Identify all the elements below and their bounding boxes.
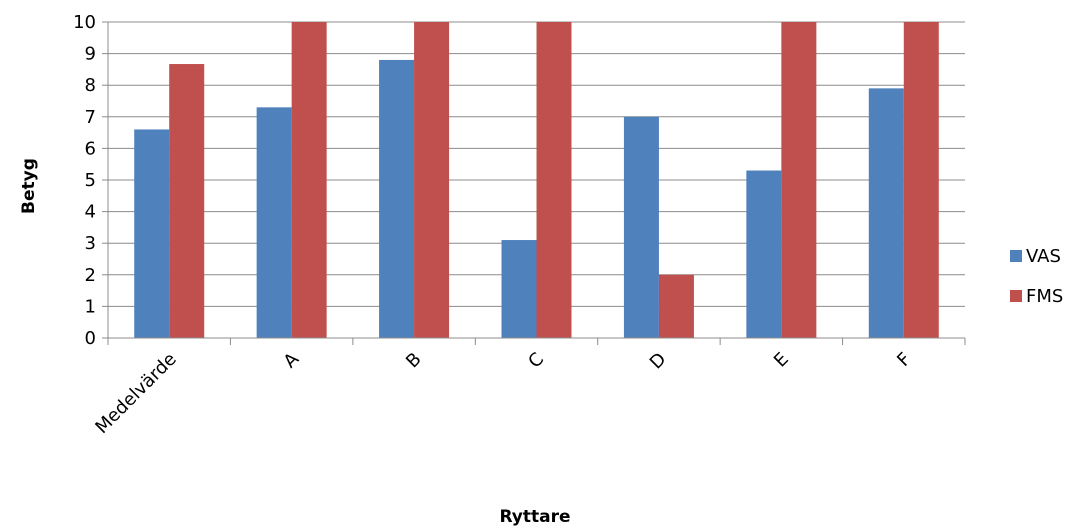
y-tick-label: 9 [85, 44, 96, 65]
x-tick-label: A [280, 348, 304, 372]
x-tick-label: C [524, 349, 548, 373]
y-tick-label: 5 [85, 170, 96, 191]
bar-fms-medelvärde [169, 64, 205, 338]
x-tick-label: F [893, 349, 915, 371]
bar-vas-b [379, 59, 415, 339]
y-tick-label: 2 [85, 265, 96, 286]
y-tick-label: 4 [85, 202, 96, 223]
x-tick-labels: Medelvärde A B C D E F [91, 348, 915, 438]
bar-fms-b [414, 22, 450, 338]
y-tick-label: 1 [85, 296, 96, 317]
bar-vas-e [746, 170, 782, 338]
y-tick-label: 10 [73, 12, 96, 33]
bar-vas-d [623, 116, 659, 338]
y-tick-label: 7 [85, 107, 96, 128]
x-tick-label: D [646, 349, 671, 374]
bar-vas-medelvärde [134, 129, 170, 338]
y-tick-labels: 0 1 2 3 4 5 6 7 8 9 10 [73, 12, 96, 349]
y-tick-label: 0 [85, 328, 96, 349]
legend-label-vas: VAS [1026, 246, 1061, 267]
y-tick-label: 8 [85, 75, 96, 96]
y-tick-label: 3 [85, 233, 96, 254]
bar-fms-f [903, 22, 939, 338]
bar-fms-c [536, 22, 572, 338]
bar-fms-e [781, 22, 817, 338]
bar-vas-c [501, 240, 537, 338]
axes [102, 21, 966, 345]
legend-swatch-fms [1010, 290, 1022, 302]
legend-swatch-vas [1010, 250, 1022, 262]
x-axis-title: Ryttare [499, 507, 570, 527]
bar-fms-d [658, 274, 694, 338]
x-tick-label: E [770, 349, 793, 372]
x-tick-label: Medelvärde [91, 349, 180, 438]
x-tick-label: B [402, 349, 426, 373]
y-tick-label: 6 [85, 138, 96, 159]
bar-vas-a [256, 107, 292, 338]
bars [134, 22, 939, 339]
legend: VAS FMS [1010, 246, 1063, 307]
legend-label-fms: FMS [1026, 286, 1063, 307]
bar-vas-f [868, 88, 904, 338]
y-axis-title: Betyg [19, 158, 39, 214]
bar-fms-a [291, 22, 327, 338]
